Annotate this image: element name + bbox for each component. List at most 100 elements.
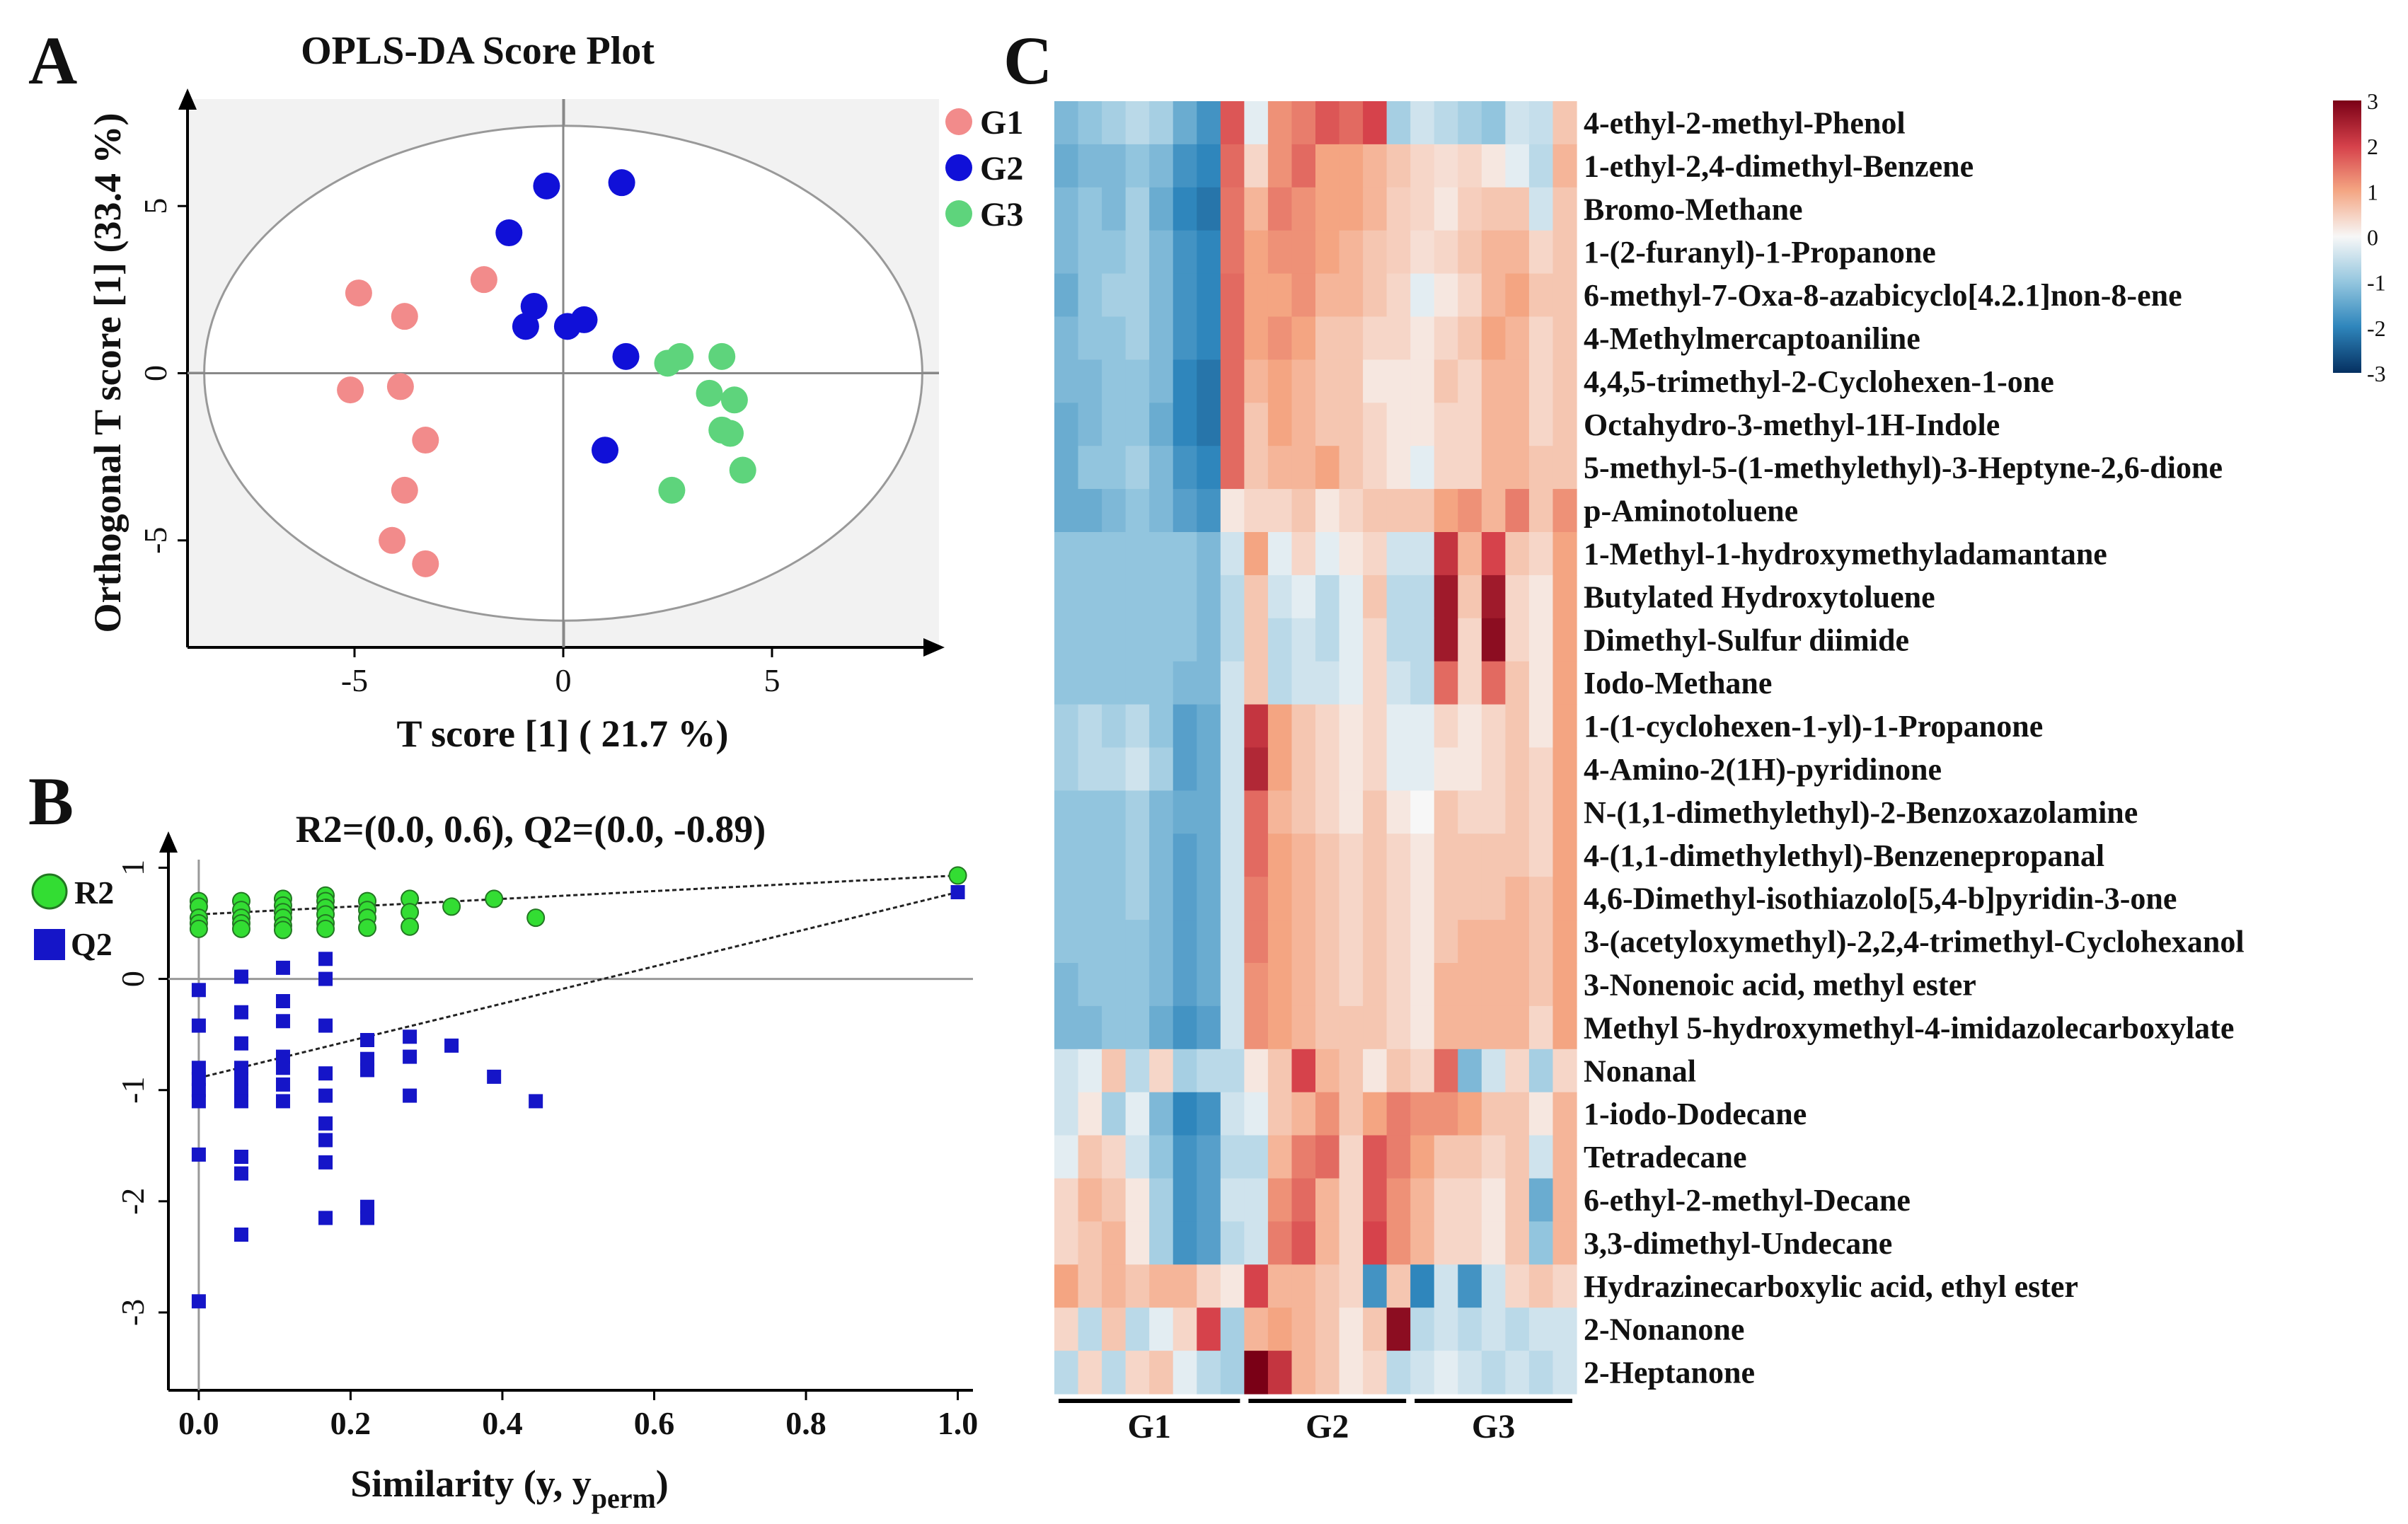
heatmap-cell [1528, 403, 1554, 446]
heatmap-cell [1481, 144, 1506, 188]
heatmap-cell [1386, 532, 1411, 576]
heatmap-cell [1102, 1049, 1127, 1093]
r2-point [526, 908, 546, 928]
heatmap-cell [1386, 920, 1411, 964]
heatmap-cell [1434, 1178, 1458, 1222]
heatmap-cell [1244, 446, 1269, 490]
heatmap-cell [1102, 1178, 1127, 1222]
heatmap-cell [1458, 704, 1482, 749]
heatmap-cell [1125, 1307, 1150, 1351]
heatmap-cell [1054, 1092, 1079, 1136]
heatmap-cell [1125, 489, 1150, 533]
heatmap-cell [1125, 144, 1150, 188]
heatmap-cell [1458, 661, 1482, 705]
heatmap-cell [1315, 273, 1340, 318]
heatmap-cell [1149, 618, 1174, 662]
score-point-g3 [667, 342, 694, 370]
heatmap-cell [1173, 1005, 1197, 1050]
colorbar-tick-label: 0 [2367, 225, 2378, 250]
heatmap-row-label: 6-ethyl-2-methyl-Decane [1584, 1183, 1911, 1218]
heatmap-cell [1267, 144, 1293, 188]
heatmap-cell [1149, 273, 1174, 318]
heatmap-cell [1386, 704, 1411, 749]
heatmap-cell [1173, 1264, 1197, 1308]
r2-point [231, 919, 250, 938]
heatmap-cell [1078, 877, 1102, 920]
heatmap-cell [1434, 920, 1458, 964]
heatmap-row-label: Nonanal [1584, 1053, 1696, 1088]
heatmap-cell [1267, 446, 1293, 490]
heatmap-cell [1315, 489, 1340, 533]
legend-label-g3: G3 [980, 196, 1023, 233]
heatmap-cell [1244, 704, 1269, 749]
heatmap-cell [1244, 273, 1269, 318]
heatmap-cell [1552, 963, 1577, 1007]
heatmap-cell [1125, 1092, 1150, 1136]
heatmap-cell [1125, 1049, 1150, 1093]
panel-b-ytick-label: -1 [115, 1077, 151, 1104]
heatmap-cell [1528, 446, 1554, 490]
heatmap-cell [1410, 704, 1435, 749]
heatmap-cell [1267, 618, 1293, 662]
heatmap-cell [1552, 1049, 1577, 1093]
r2-point [401, 917, 420, 936]
q2-point [318, 1066, 333, 1081]
q2-point [275, 960, 290, 975]
heatmap-cell [1078, 618, 1102, 662]
panel-a: A OPLS-DA Score Plot -5 0 5 -5 0 5 T score [1… [28, 23, 1023, 755]
score-point-g2 [570, 306, 598, 333]
heatmap-cell [1458, 187, 1482, 231]
r2-point [442, 897, 461, 916]
legend-marker-g2 [945, 154, 972, 181]
heatmap-cell [1434, 704, 1458, 749]
heatmap-cell [1197, 963, 1221, 1007]
heatmap-cell [1528, 359, 1554, 403]
panel-b-xtick-label: 0.2 [330, 1405, 371, 1441]
heatmap-cell [1220, 1049, 1245, 1093]
heatmap-cell [1552, 101, 1577, 145]
q2-point [275, 1061, 290, 1075]
q2-point [234, 969, 248, 984]
heatmap-cell [1125, 833, 1150, 877]
heatmap-cell [1363, 704, 1388, 749]
heatmap-cell [1339, 187, 1364, 231]
heatmap-cell [1528, 1178, 1554, 1222]
heatmap-cell [1458, 1092, 1482, 1136]
heatmap-cell [1291, 1178, 1316, 1222]
heatmap-cell [1220, 1221, 1245, 1265]
heatmap-cell [1197, 1178, 1221, 1222]
heatmap-cell [1505, 747, 1530, 791]
heatmap-cell [1125, 704, 1150, 749]
heatmap-cell [1552, 1092, 1577, 1136]
heatmap-cell [1528, 1351, 1554, 1395]
heatmap-cell [1173, 963, 1197, 1007]
q2-point [234, 1036, 248, 1051]
panel-a-title: OPLS-DA Score Plot [301, 29, 655, 73]
heatmap-cell [1552, 575, 1577, 619]
heatmap-cell [1125, 790, 1150, 834]
heatmap-cell [1481, 532, 1506, 576]
heatmap-row-label: 1-Methyl-1-hydroxymethyladamantane [1584, 536, 2107, 571]
heatmap-cell [1458, 1264, 1482, 1308]
heatmap-cell [1505, 1221, 1530, 1265]
heatmap-cell [1291, 1005, 1316, 1050]
heatmap-cell [1267, 1092, 1293, 1136]
legend-r2-label: R2 [74, 874, 114, 911]
heatmap-cell [1291, 790, 1316, 834]
heatmap-cell [1102, 316, 1127, 360]
heatmap-cell [1102, 359, 1127, 403]
heatmap-cell [1339, 920, 1364, 964]
heatmap-cell [1386, 1351, 1411, 1395]
heatmap-cell [1363, 1264, 1388, 1308]
heatmap-cell [1481, 833, 1506, 877]
heatmap-cell [1197, 1221, 1221, 1265]
heatmap-cell [1481, 747, 1506, 791]
heatmap-cell [1410, 489, 1435, 533]
heatmap-cell [1363, 144, 1388, 188]
heatmap-cell [1125, 532, 1150, 576]
heatmap-cell [1173, 1049, 1197, 1093]
heatmap-cell [1339, 230, 1364, 275]
heatmap-cell [1197, 1135, 1221, 1179]
heatmap-cell [1078, 446, 1102, 490]
heatmap-cell [1410, 1264, 1435, 1308]
